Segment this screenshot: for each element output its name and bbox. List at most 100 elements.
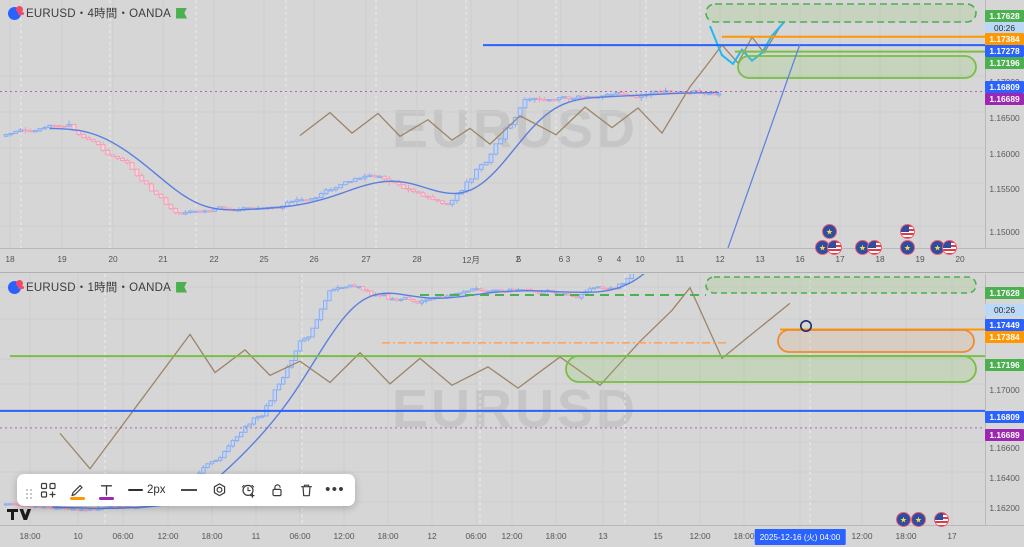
time-axis-1h[interactable]: 18:00 10 06:00 12:00 18:00 11 06:00 12:00 18:00 1… <box>0 525 1024 547</box>
time-label: 06:00 <box>112 531 134 541</box>
time-label: 18:00 <box>733 531 755 541</box>
price-label-117384[interactable]: 1.17384 <box>985 33 1024 45</box>
more-options-icon[interactable]: ••• <box>322 477 349 504</box>
time-label: 12 <box>427 531 437 541</box>
time-label[interactable]: 2025-12-16 (火) 04:00 <box>754 529 846 545</box>
time-label: 25 <box>259 254 269 264</box>
pencil-color-swatch[interactable] <box>70 496 85 500</box>
time-label: 18:00 <box>201 531 223 541</box>
chart-plot-1h[interactable]: EURUSD <box>0 274 985 547</box>
economic-event-flag-us-icon[interactable] <box>867 240 882 255</box>
price-axis-4h[interactable]: 1.1762800:261.173841.172781.171961.17000… <box>985 0 1024 270</box>
symbol-logo-icon <box>8 5 24 20</box>
legend-1h[interactable]: EURUSD・1時間・OANDA <box>8 279 188 295</box>
time-label: 18:00 <box>19 531 41 541</box>
time-label: 21 <box>158 254 168 264</box>
settings-icon[interactable] <box>206 477 233 504</box>
economic-event-flag-us-icon[interactable] <box>934 512 949 527</box>
time-label: 2 <box>515 254 521 264</box>
economic-event-flag-us-icon[interactable] <box>942 240 957 255</box>
economic-event-flag-eu-icon[interactable] <box>911 512 926 527</box>
tradingview-logo[interactable] <box>6 506 37 523</box>
price-label-117449[interactable]: 1.17449 <box>985 319 1024 331</box>
time-label: 13 <box>755 254 765 264</box>
time-label: 4 <box>616 254 622 264</box>
price-label-116500: 1.16500 <box>989 113 1020 123</box>
templates-icon[interactable] <box>35 477 62 504</box>
price-label-117000: 1.17000 <box>989 385 1020 395</box>
line-width-preview <box>128 488 143 492</box>
time-label: 26 <box>309 254 319 264</box>
time-label: 12:00 <box>501 531 523 541</box>
green-flag-icon-2 <box>176 281 188 293</box>
line-width-selector[interactable]: 2px <box>122 484 172 496</box>
price-label-0026[interactable]: 00:26 <box>985 22 1024 34</box>
time-label: 12 <box>715 254 725 264</box>
time-label: 18:00 <box>377 531 399 541</box>
price-label-116600: 1.16600 <box>989 443 1020 453</box>
text-tool-icon[interactable] <box>93 477 120 504</box>
economic-event-flag-eu-icon[interactable] <box>900 240 915 255</box>
time-label: 12:00 <box>157 531 179 541</box>
price-label-117384[interactable]: 1.17384 <box>985 331 1024 343</box>
price-label-116689[interactable]: 1.16689 <box>985 93 1024 105</box>
time-label: 12:00 <box>851 531 873 541</box>
legend-symbol-label: EURUSD・4時間・OANDA <box>26 8 172 20</box>
price-label-116809[interactable]: 1.16809 <box>985 411 1024 423</box>
time-label: 16 <box>795 254 805 264</box>
price-label-116400: 1.16400 <box>989 473 1020 483</box>
more-dots-label: ••• <box>325 480 346 498</box>
time-label: 28 <box>412 254 422 264</box>
chart-plot-4h[interactable]: EURUSD <box>0 0 985 270</box>
price-label-117278[interactable]: 1.17278 <box>985 45 1024 57</box>
alert-clock-icon[interactable] <box>235 477 262 504</box>
drawing-toolbar[interactable]: 2px <box>17 474 355 506</box>
economic-event-flag-us-icon[interactable] <box>900 224 915 239</box>
text-color-swatch[interactable] <box>99 496 114 500</box>
price-label-0026[interactable]: 00:26 <box>985 304 1024 316</box>
price-label-117628[interactable]: 1.17628 <box>985 10 1024 22</box>
time-label: 20 <box>108 254 118 264</box>
time-label: 20 <box>955 254 965 264</box>
time-label: 19 <box>915 254 925 264</box>
lock-icon[interactable] <box>264 477 291 504</box>
time-label: 18 <box>875 254 885 264</box>
time-axis-4h[interactable]: 18 19 20 21 22 25 26 27 28 12月 2 3 4 5 6 9 10 11 12 13 16 17 1… <box>0 248 1024 270</box>
time-label: 06:00 <box>289 531 311 541</box>
time-label: 06:00 <box>465 531 487 541</box>
economic-event-flag-eu-icon[interactable] <box>896 512 911 527</box>
time-label: 13 <box>598 531 608 541</box>
delete-trash-icon[interactable] <box>293 477 320 504</box>
time-label: 10 <box>635 254 645 264</box>
time-label: 18:00 <box>895 531 917 541</box>
price-label-116809[interactable]: 1.16809 <box>985 81 1024 93</box>
time-label: 15 <box>653 531 663 541</box>
price-label-117628[interactable]: 1.17628 <box>985 287 1024 299</box>
price-label-116689[interactable]: 1.16689 <box>985 429 1024 441</box>
economic-event-flag-eu-icon[interactable] <box>822 224 837 239</box>
time-label: 9 <box>597 254 603 264</box>
price-label-115500: 1.15500 <box>989 184 1020 194</box>
price-axis-1h[interactable]: 1.17628 00:26 1.17449 1.17384 1.17196 1.17000… <box>985 274 1024 547</box>
time-label: 5 <box>516 254 522 264</box>
legend-4h[interactable]: EURUSD・4時間・OANDA <box>8 5 188 21</box>
price-label-117196[interactable]: 1.17196 <box>985 359 1024 371</box>
time-label: 19 <box>57 254 67 264</box>
time-label: 17 <box>947 531 957 541</box>
chart-pane-4h[interactable]: EURUSD 1.17628 00:26 1.17384 1.17278 1.17196… <box>0 0 1024 270</box>
time-label: 12:00 <box>333 531 355 541</box>
chart-pane-1h[interactable]: EURUSD 1.17628 00:26 1.17449 1.17384 1.17196… <box>0 274 1024 547</box>
economic-event-flag-us-icon[interactable] <box>827 240 842 255</box>
line-style-icon[interactable] <box>174 477 204 504</box>
green-flag-icon <box>176 7 188 19</box>
price-label-117196[interactable]: 1.17196 <box>985 57 1024 69</box>
time-label: 18 <box>5 254 15 264</box>
pane-divider[interactable] <box>0 272 1024 273</box>
time-label: 10 <box>73 531 83 541</box>
pencil-tool-icon[interactable] <box>64 477 91 504</box>
line-width-label: 2px <box>147 484 166 496</box>
price-label-116200: 1.16200 <box>989 503 1020 513</box>
symbol-logo-icon-2 <box>8 279 24 294</box>
drag-handle[interactable] <box>23 477 33 504</box>
